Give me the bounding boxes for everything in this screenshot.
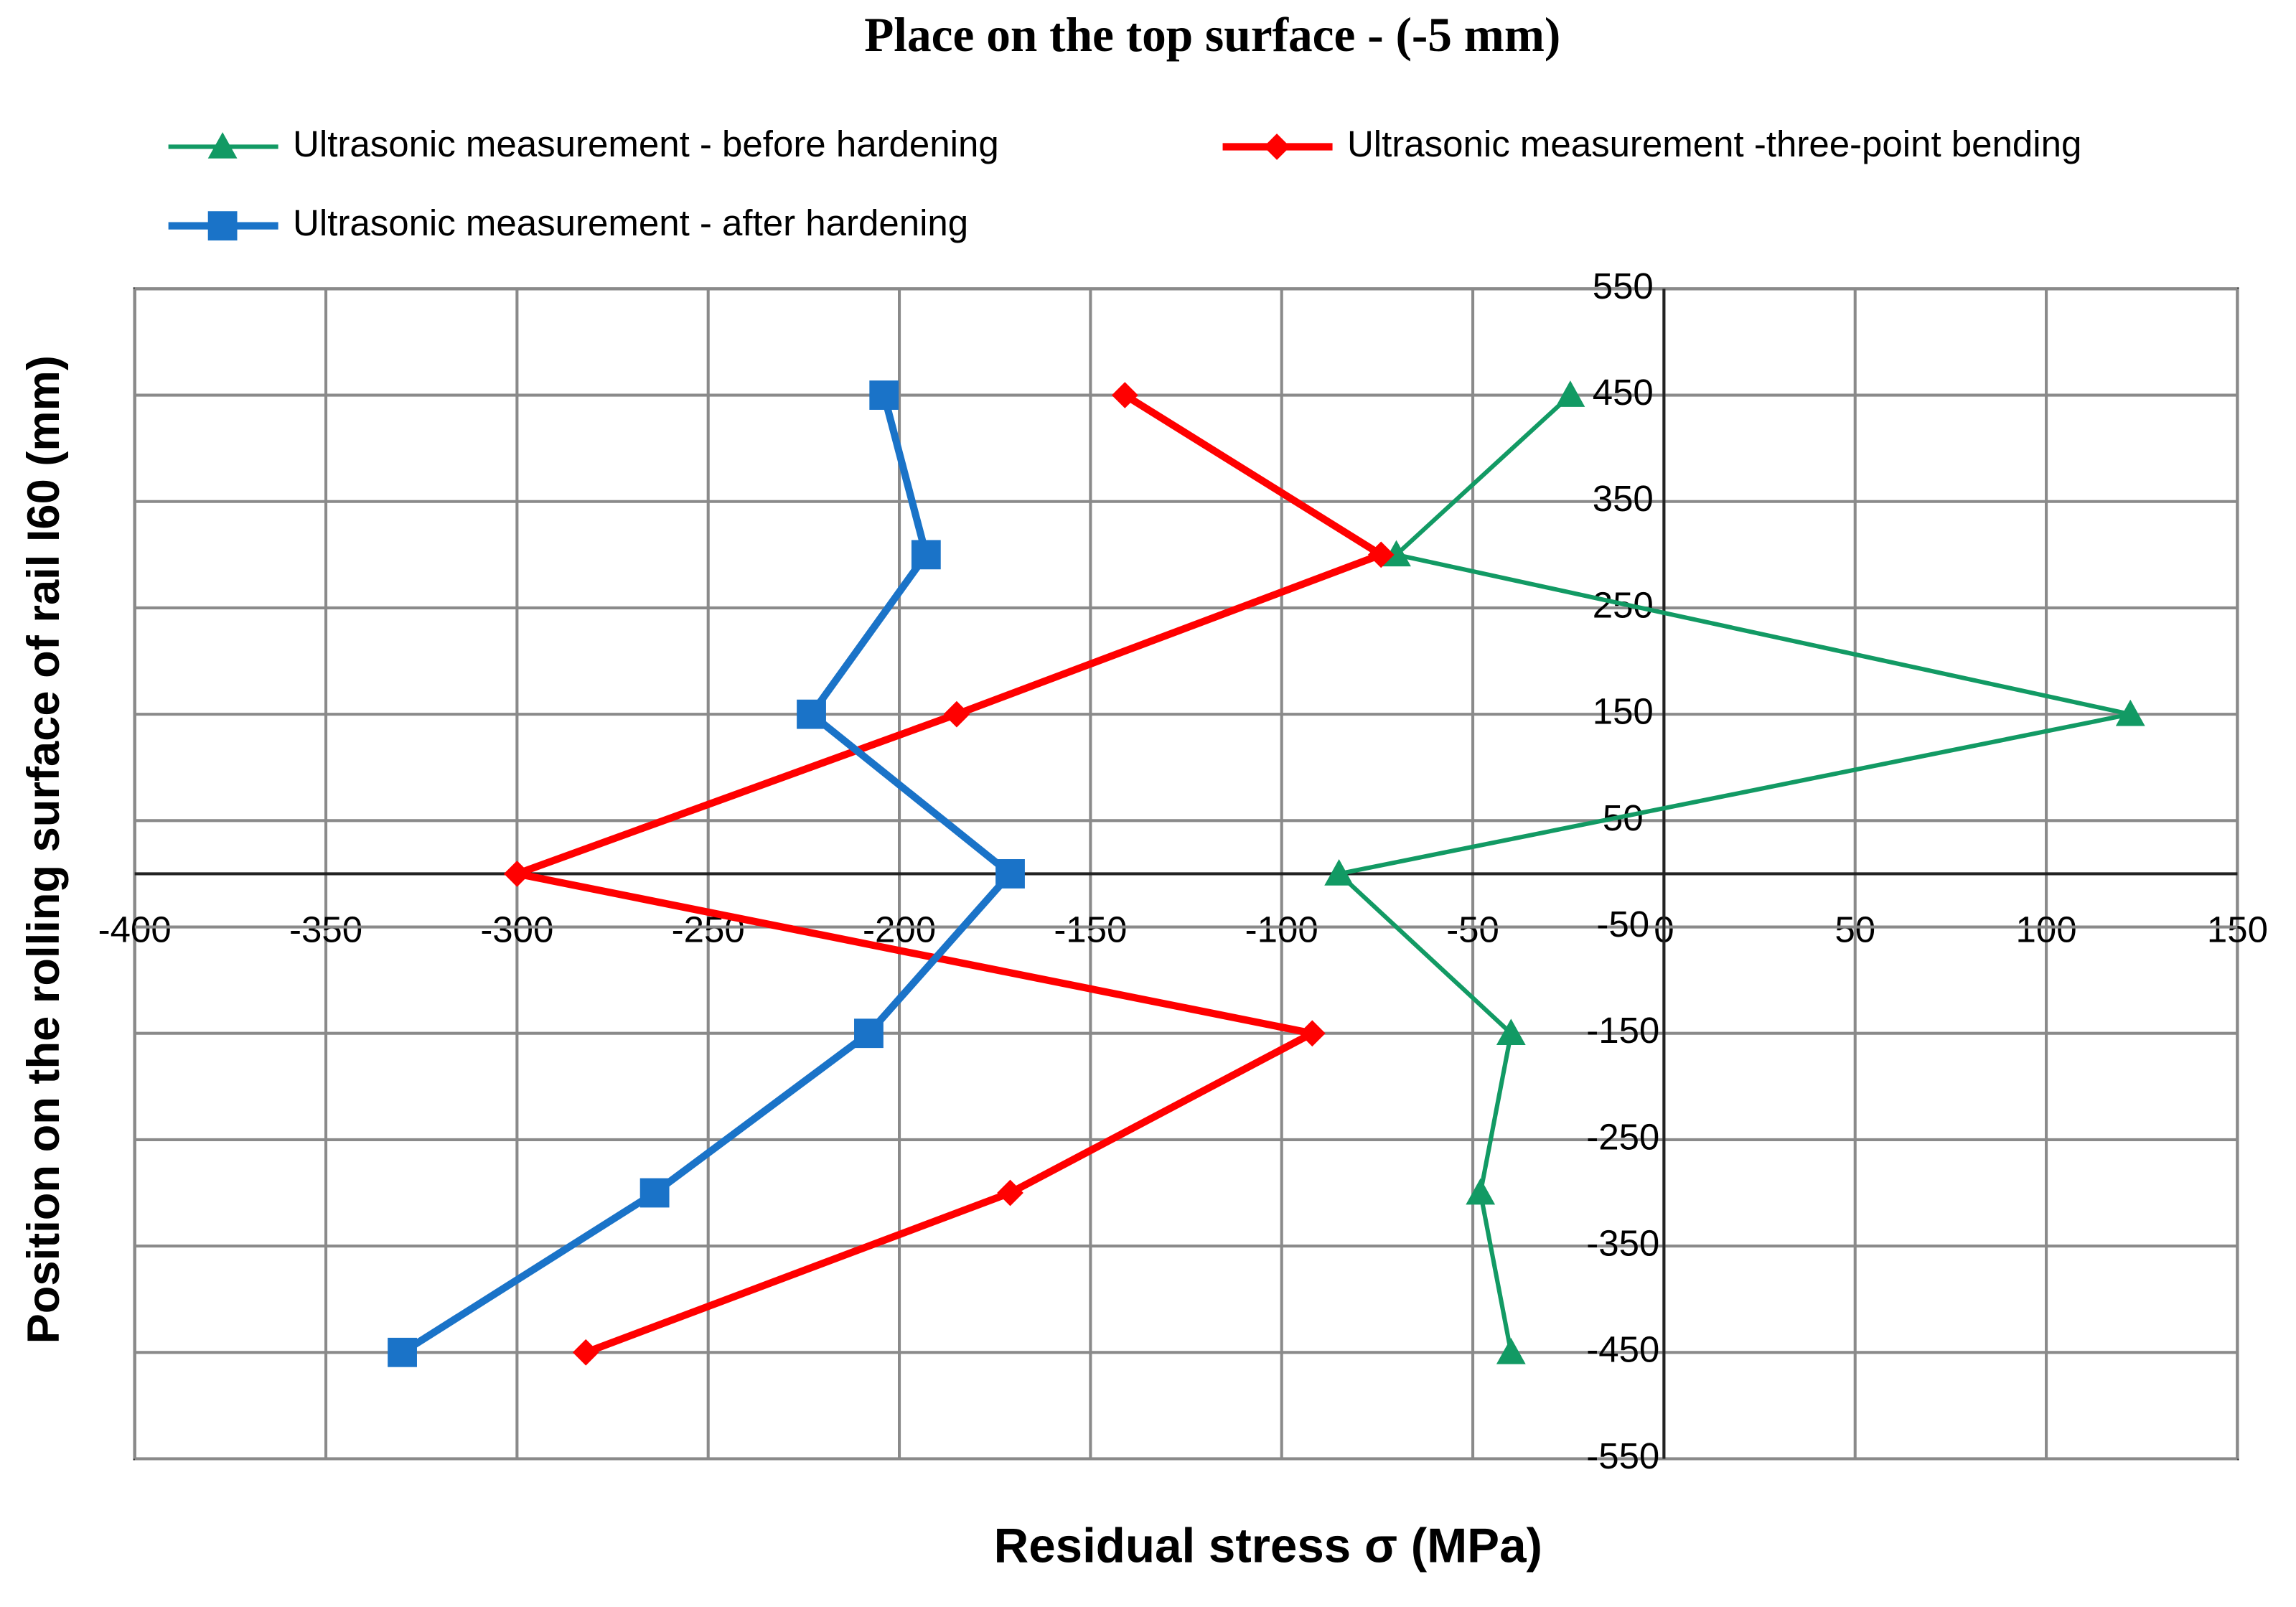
marker <box>995 859 1025 889</box>
y-tick-label: -150 <box>1586 1010 1659 1051</box>
marker <box>1324 859 1354 886</box>
marker <box>207 132 238 159</box>
marker <box>388 1337 417 1367</box>
marker <box>854 1018 884 1049</box>
marker <box>869 380 899 410</box>
x-tick-label: -100 <box>1245 909 1318 950</box>
y-tick-label: -450 <box>1586 1329 1659 1370</box>
marker <box>639 1178 670 1208</box>
y-tick-label: 150 <box>1593 691 1654 732</box>
marker <box>1263 133 1290 160</box>
y-tick-label: -250 <box>1586 1116 1659 1157</box>
marker <box>1111 382 1138 408</box>
legend-label: Ultrasonic measurement - before hardenin… <box>293 123 999 164</box>
y-axis-title: Position on the rolling surface of rail … <box>19 355 69 1344</box>
y-tick-label: 450 <box>1593 372 1654 413</box>
marker <box>943 701 970 728</box>
x-tick-label: -300 <box>480 909 553 950</box>
y-tick-label: 350 <box>1593 478 1654 519</box>
x-tick-label: 150 <box>2207 909 2268 950</box>
marker <box>1367 541 1395 568</box>
x-tick-label: -50 <box>1446 909 1499 950</box>
x-tick-label: -150 <box>1054 909 1127 950</box>
x-tick-label: 50 <box>1835 909 1875 950</box>
legend-label: Ultrasonic measurement -three-point bend… <box>1347 123 2081 164</box>
marker <box>1496 1337 1526 1364</box>
x-tick-label: -400 <box>98 909 172 950</box>
marker <box>1496 1018 1526 1046</box>
marker <box>911 540 941 570</box>
chart-title: Place on the top surface - (-5 mm) <box>864 8 1560 62</box>
x-tick-label: -350 <box>289 909 362 950</box>
marker <box>207 211 238 241</box>
y-tick-label: -50 <box>1596 904 1649 945</box>
marker <box>997 1179 1023 1207</box>
marker <box>2115 699 2145 726</box>
y-tick-label: -350 <box>1586 1223 1659 1264</box>
legend-label: Ultrasonic measurement - after hardening <box>293 202 968 243</box>
marker <box>1555 380 1585 407</box>
marker <box>797 699 826 729</box>
x-axis-title: Residual stress σ (MPa) <box>994 1519 1542 1573</box>
marker <box>1466 1178 1496 1205</box>
y-tick-label: 550 <box>1593 266 1654 306</box>
marker <box>504 861 530 887</box>
x-tick-label: 100 <box>2016 909 2077 950</box>
y-tick-label: -550 <box>1586 1435 1659 1476</box>
